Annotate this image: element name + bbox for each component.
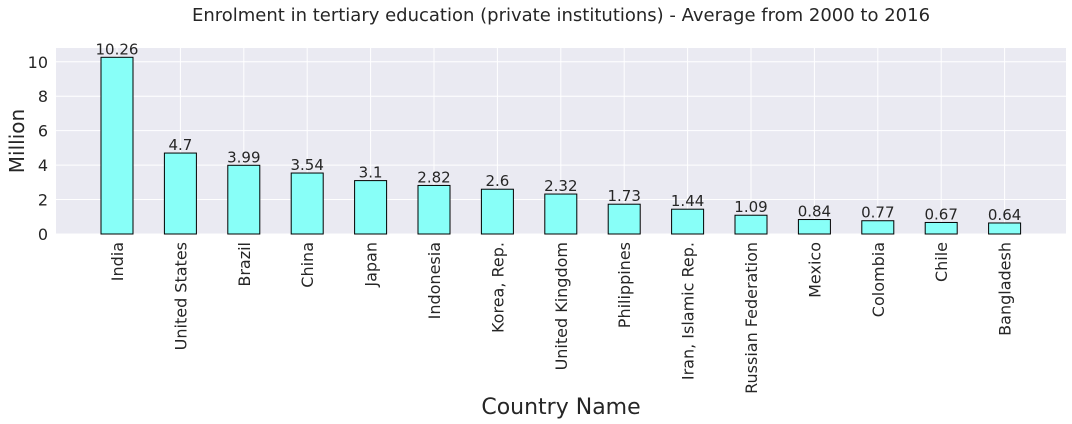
y-axis-label: Million <box>5 109 29 173</box>
y-tick-label: 8 <box>38 87 48 106</box>
data-label: 0.64 <box>988 206 1021 224</box>
bar-colombia <box>861 220 895 235</box>
x-tick-label: Brazil <box>235 242 254 287</box>
bar-bangladesh <box>988 222 1022 235</box>
x-axis-label: Country Name <box>481 395 640 420</box>
bar-brazil <box>227 164 261 235</box>
data-label: 3.1 <box>359 164 383 182</box>
data-label: 1.73 <box>607 187 640 205</box>
y-tick-label: 4 <box>38 156 48 175</box>
x-tick-label: Japan <box>362 242 381 288</box>
bar-united-kingdom <box>544 193 578 235</box>
data-label: 1.09 <box>734 198 767 216</box>
bar-korea-rep <box>480 188 514 235</box>
y-tick-label: 6 <box>38 122 48 141</box>
y-tick-label: 10 <box>28 53 48 72</box>
bar-united-states <box>163 152 197 235</box>
data-label: 10.26 <box>96 40 139 58</box>
data-label: 0.77 <box>861 204 894 222</box>
x-tick-label: Indonesia <box>425 242 444 319</box>
x-tick-label: Philippines <box>615 242 634 328</box>
data-label: 2.32 <box>544 177 577 195</box>
bar-chile <box>924 221 958 235</box>
bar-mexico <box>797 219 831 235</box>
bar-china <box>290 172 324 235</box>
chart-title: Enrolment in tertiary education (private… <box>192 5 930 26</box>
y-tick-labels: 0 2 4 6 8 10 <box>28 53 48 244</box>
data-label: 2.6 <box>485 172 509 190</box>
x-tick-label: Bangladesh <box>996 242 1015 336</box>
data-label: 4.7 <box>168 136 192 154</box>
x-tick-label: Chile <box>932 242 951 282</box>
x-tick-label: Colombia <box>869 242 888 317</box>
x-tick-label: United States <box>171 242 190 350</box>
x-tick-label: India <box>108 242 127 281</box>
bars-group <box>100 56 1022 235</box>
data-label: 1.44 <box>671 192 704 210</box>
data-label: 0.67 <box>924 205 957 223</box>
data-label: 3.54 <box>290 156 323 174</box>
data-label: 3.99 <box>227 148 260 166</box>
x-tick-label: China <box>298 242 317 288</box>
bar-india <box>100 56 134 235</box>
bar-indonesia <box>417 184 451 235</box>
bar-russian-federation <box>734 214 768 235</box>
bar-philippines <box>607 203 641 235</box>
x-tick-label: United Kingdom <box>552 242 571 370</box>
x-tick-label: Korea, Rep. <box>488 242 507 333</box>
bar-japan <box>354 180 388 235</box>
data-labels-group: 10.26 4.7 3.99 3.54 3.1 2.82 2.6 2.32 1.73 1.44 1.… <box>96 40 1022 224</box>
data-label: 0.84 <box>798 203 831 221</box>
x-tick-label: Russian Federation <box>742 242 761 394</box>
y-tick-label: 0 <box>38 225 48 244</box>
bar-iran-islamic-rep <box>671 208 705 235</box>
y-tick-label: 2 <box>38 191 48 210</box>
x-tick-labels: India United States Brazil China Japan Indone… <box>108 242 1015 394</box>
data-label: 2.82 <box>417 168 450 186</box>
x-tick-label: Iran, Islamic Rep. <box>679 242 698 380</box>
x-tick-label: Mexico <box>805 242 824 298</box>
